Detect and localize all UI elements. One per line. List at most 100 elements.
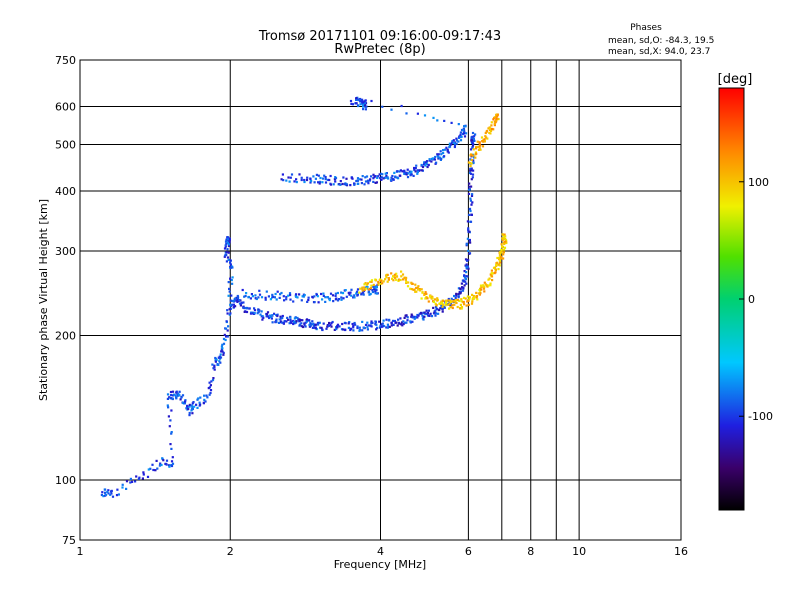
data-point <box>260 310 263 313</box>
data-point <box>317 321 320 324</box>
data-point <box>442 299 445 302</box>
data-point <box>470 162 473 165</box>
data-point <box>392 279 395 282</box>
data-point <box>295 320 298 323</box>
data-point <box>477 148 481 151</box>
data-point <box>303 178 306 182</box>
data-point <box>209 389 213 392</box>
data-point <box>375 286 378 289</box>
data-point <box>184 400 187 403</box>
data-point <box>443 148 447 151</box>
data-point <box>300 176 303 179</box>
data-point <box>466 220 469 223</box>
data-point <box>353 296 356 299</box>
data-point <box>306 300 309 303</box>
data-point <box>432 312 436 315</box>
data-point <box>413 317 416 320</box>
data-point <box>441 301 444 304</box>
data-point <box>430 160 433 163</box>
data-point <box>483 285 486 288</box>
data-point <box>289 320 292 323</box>
data-point <box>401 273 405 276</box>
data-point <box>376 176 379 179</box>
data-point <box>276 314 279 318</box>
data-point <box>369 178 372 181</box>
y-tick-label: 400 <box>55 185 76 198</box>
data-point <box>195 403 198 406</box>
data-point <box>459 303 462 306</box>
data-point <box>391 277 394 280</box>
data-point <box>423 293 426 296</box>
data-point <box>293 180 296 183</box>
data-point <box>347 322 350 325</box>
data-point <box>465 265 468 268</box>
data-point <box>471 293 474 296</box>
data-point <box>470 159 473 162</box>
data-point <box>275 320 278 324</box>
data-point <box>373 175 376 179</box>
data-point <box>463 303 466 306</box>
data-point <box>239 304 242 307</box>
data-point <box>431 297 434 300</box>
data-point <box>459 307 462 310</box>
data-point <box>104 491 107 494</box>
data-point <box>356 288 360 291</box>
data-point <box>392 319 395 322</box>
colorbar-ticks: 100 0 -100 <box>739 176 773 423</box>
data-point <box>380 279 383 282</box>
data-point <box>470 137 473 140</box>
data-point <box>307 319 310 322</box>
y-tick-label: 600 <box>55 101 76 114</box>
data-point <box>249 312 253 315</box>
data-point <box>199 396 202 399</box>
data-point <box>358 326 361 329</box>
x-tick-label: 1 <box>77 545 84 558</box>
data-point <box>381 173 384 176</box>
data-point <box>416 172 419 175</box>
data-point <box>268 316 271 320</box>
data-point <box>382 280 385 283</box>
data-point <box>421 165 425 169</box>
data-point <box>350 176 353 179</box>
data-point <box>436 119 439 122</box>
data-point <box>472 161 475 164</box>
data-point <box>398 322 401 325</box>
data-point <box>199 403 202 406</box>
data-point <box>490 275 494 278</box>
data-point <box>298 173 301 176</box>
data-point <box>478 142 481 145</box>
data-point <box>460 282 463 285</box>
data-point <box>460 298 463 301</box>
data-point <box>171 390 175 393</box>
data-point <box>386 280 389 283</box>
data-point <box>469 167 472 170</box>
data-point <box>430 315 434 318</box>
data-point <box>227 258 230 261</box>
data-point <box>472 148 475 151</box>
data-point <box>436 308 439 311</box>
data-point <box>286 316 289 319</box>
data-point <box>362 105 365 108</box>
data-point <box>295 178 298 181</box>
data-point <box>187 407 190 410</box>
data-point <box>423 161 426 164</box>
data-point <box>222 351 225 354</box>
data-point <box>303 294 306 297</box>
data-point <box>353 182 356 185</box>
data-point <box>334 177 338 180</box>
data-point <box>491 279 494 282</box>
data-point <box>474 133 477 136</box>
data-point <box>478 289 481 292</box>
data-point <box>125 487 128 490</box>
data-point <box>501 245 504 248</box>
data-point <box>453 145 456 149</box>
data-point <box>468 252 472 255</box>
data-point <box>225 251 228 254</box>
data-point <box>267 315 270 318</box>
data-point <box>375 181 378 184</box>
data-point <box>169 443 172 446</box>
data-point <box>223 247 227 250</box>
data-point <box>386 176 389 179</box>
data-point <box>101 491 104 494</box>
data-point <box>401 321 404 324</box>
